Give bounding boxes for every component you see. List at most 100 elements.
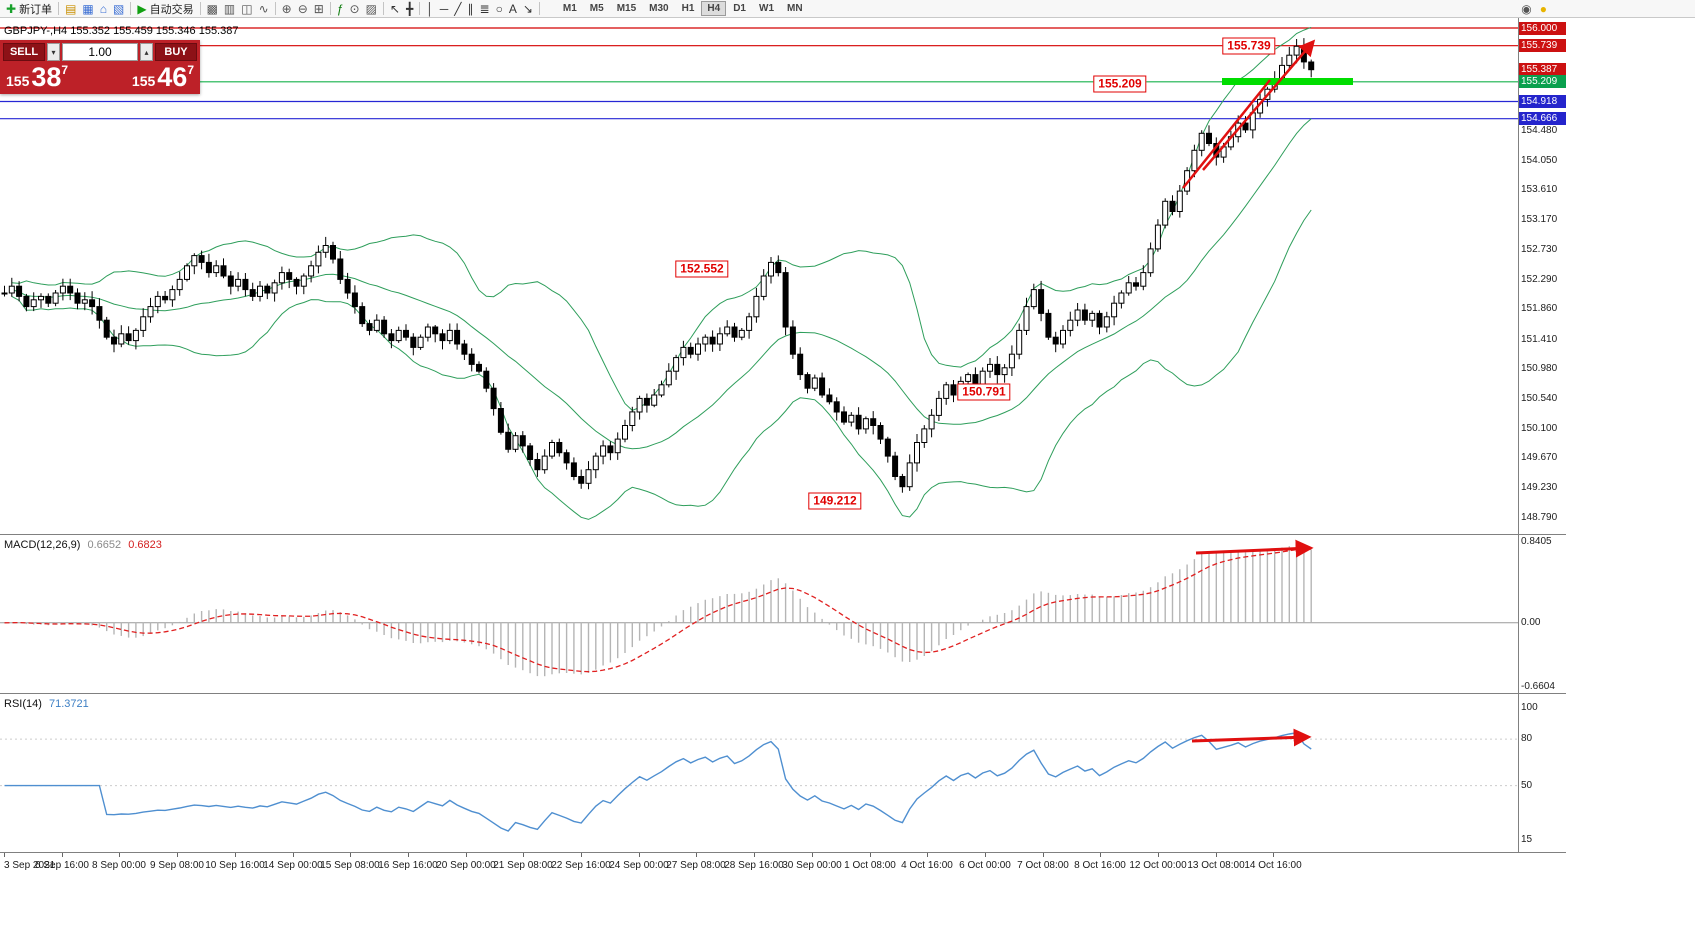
candlestick-chart-button[interactable]: ◫: [238, 1, 255, 17]
bar-chart-button[interactable]: ▥: [221, 1, 238, 17]
search-icon[interactable]: ◉: [1521, 2, 1532, 16]
volume-stepper[interactable]: ▴: [140, 43, 153, 61]
templates-button[interactable]: ▨: [363, 1, 380, 17]
price-callout[interactable]: 155.739: [1222, 37, 1276, 55]
profiles-icon: ▤: [65, 1, 77, 16]
price-callout[interactable]: 150.791: [957, 383, 1011, 401]
timeframe-H1-button[interactable]: H1: [681, 3, 695, 14]
price-axis-label: 154.480: [1521, 125, 1558, 136]
timeframe-M30-button[interactable]: M30: [649, 3, 669, 14]
time-axis-label: 13 Oct 08:00: [1187, 860, 1245, 871]
autotrading-icon: ▶: [137, 1, 147, 16]
terminal-button[interactable]: ▧: [110, 1, 127, 17]
market-watch-button[interactable]: ▦: [79, 1, 96, 17]
symbol-ohlc: 155.352 155.459 155.346 155.387: [70, 25, 239, 37]
bar-chart-icon: ▥: [223, 1, 236, 16]
community-icon[interactable]: ●: [1539, 2, 1547, 16]
macd-header: MACD(12,26,9) 0.6652 0.6823: [4, 539, 162, 551]
price-callout[interactable]: 155.209: [1093, 75, 1147, 93]
crosshair-button[interactable]: ╋: [403, 1, 416, 17]
timeframe-M5-button[interactable]: M5: [589, 3, 604, 14]
timeframe-MN-button[interactable]: MN: [787, 3, 803, 14]
equidistant-channel-button[interactable]: ∥: [465, 1, 477, 17]
buy-button[interactable]: BUY: [155, 43, 197, 61]
tile-windows-button[interactable]: ⊞: [311, 1, 327, 17]
vertical-line-button[interactable]: │: [423, 1, 437, 17]
bid-ask-prices: 155387 155467: [3, 63, 197, 92]
profiles-button[interactable]: ▤: [62, 1, 79, 17]
cursor-button[interactable]: ↖: [387, 1, 403, 17]
macd-signal-value: 0.6823: [128, 539, 162, 551]
fibonacci-button[interactable]: ≣: [477, 1, 493, 17]
price-callout[interactable]: 152.552: [675, 260, 729, 278]
panel-separator[interactable]: [0, 693, 1566, 694]
candlestick-chart-icon: ◫: [241, 1, 253, 16]
price-chart-canvas[interactable]: [0, 18, 1518, 534]
time-axis[interactable]: 3 Sep 2021 6 Sep 16:00 8 Sep 00:00 9 Sep 08…: [0, 853, 1566, 938]
price-axis-badge: 155.209: [1519, 75, 1566, 88]
shapes-button[interactable]: ○: [493, 1, 506, 17]
price-axis-border: [1518, 18, 1519, 853]
macd-label: MACD(12,26,9): [4, 539, 81, 551]
time-axis-label: 20 Sep 00:00: [436, 860, 496, 871]
toolbar-separator: [58, 2, 60, 15]
tile-windows-icon: ⊞: [313, 1, 324, 16]
macd-main-value: 0.6652: [87, 539, 122, 551]
price-callout[interactable]: 149.212: [808, 492, 862, 510]
sell-dropdown-icon[interactable]: ▾: [47, 43, 60, 61]
navigator-button[interactable]: ⌂: [97, 1, 110, 17]
price-axis-label: 149.670: [1521, 452, 1558, 463]
zoom-in-button[interactable]: ⊕: [279, 1, 295, 17]
time-axis-label: 12 Oct 00:00: [1129, 860, 1187, 871]
navigator-icon: ⌂: [99, 1, 107, 16]
zoom-out-button[interactable]: ⊖: [295, 1, 311, 17]
indicators-icon: ƒ: [336, 1, 344, 16]
rsi-axis-label: 15: [1521, 834, 1533, 845]
time-tick: [62, 853, 63, 857]
new-order-icon: ✚: [6, 1, 17, 16]
cursor-icon: ↖: [389, 1, 401, 16]
new-order-button[interactable]: ✚ 新订单: [3, 1, 55, 17]
timeframe-W1-button[interactable]: W1: [759, 3, 774, 14]
periods-button[interactable]: ⊙: [347, 1, 363, 17]
time-tick: [1100, 853, 1101, 857]
time-axis-label: 6 Oct 00:00: [959, 860, 1011, 871]
rsi-axis-label: 80: [1521, 733, 1533, 744]
trendline-button[interactable]: ╱: [451, 1, 464, 17]
chart-area[interactable]: 154.480 154.050 153.610 153.170 152.730 152.2…: [0, 18, 1695, 938]
text-button[interactable]: A: [506, 1, 520, 17]
price-axis-badge: 155.739: [1519, 39, 1566, 52]
panel-separator[interactable]: [0, 534, 1566, 535]
timeframe-M1-button[interactable]: M1: [562, 3, 577, 14]
time-tick: [1043, 853, 1044, 857]
new-chart-button[interactable]: ▩: [204, 1, 221, 17]
arrows-icon: ↘: [522, 1, 533, 16]
toolbar-separator: [199, 2, 201, 15]
rsi-axis-label: 50: [1521, 780, 1533, 791]
arrows-button[interactable]: ↘: [520, 1, 536, 17]
time-tick: [4, 853, 5, 857]
rsi-value: 71.3721: [48, 698, 89, 710]
time-tick: [870, 853, 871, 857]
timeframe-D1-button[interactable]: D1: [733, 3, 746, 14]
autotrading-button[interactable]: ▶ 自动交易: [134, 1, 196, 17]
time-tick: [523, 853, 524, 857]
price-axis-label: 149.230: [1521, 482, 1558, 493]
toolbar-separator: [538, 2, 540, 15]
toolbar-separator: [329, 2, 331, 15]
rsi-panel-canvas[interactable]: [0, 694, 1518, 852]
sell-button[interactable]: SELL: [3, 43, 45, 61]
volume-input[interactable]: [62, 43, 138, 61]
price-axis-badge: 156.000: [1519, 22, 1566, 35]
line-chart-button[interactable]: ∿: [256, 1, 272, 17]
timeframe-M15-button[interactable]: M15: [616, 3, 637, 14]
main-toolbar: ✚ 新订单 ▤ ▦ ⌂ ▧ ▶ 自动交易 ▩ ▥ ◫ ∿ ⊕ ⊖ ⊞ ƒ ⊙ ▨ ↖ ╋ │ ─ ╱ ∥ ≣ ○ A ↘ M1 M5 M15…: [0, 0, 1695, 18]
indicators-button[interactable]: ƒ: [334, 1, 347, 17]
macd-panel-canvas[interactable]: [0, 535, 1518, 693]
periods-icon: ⊙: [349, 1, 360, 16]
horizontal-line-button[interactable]: ─: [437, 1, 452, 17]
timeframe-H4-button[interactable]: H4: [701, 1, 727, 16]
price-axis-badge: 154.918: [1519, 95, 1566, 108]
fibonacci-icon: ≣: [479, 1, 490, 16]
time-axis-label: 3 Sep 2021: [4, 860, 56, 871]
